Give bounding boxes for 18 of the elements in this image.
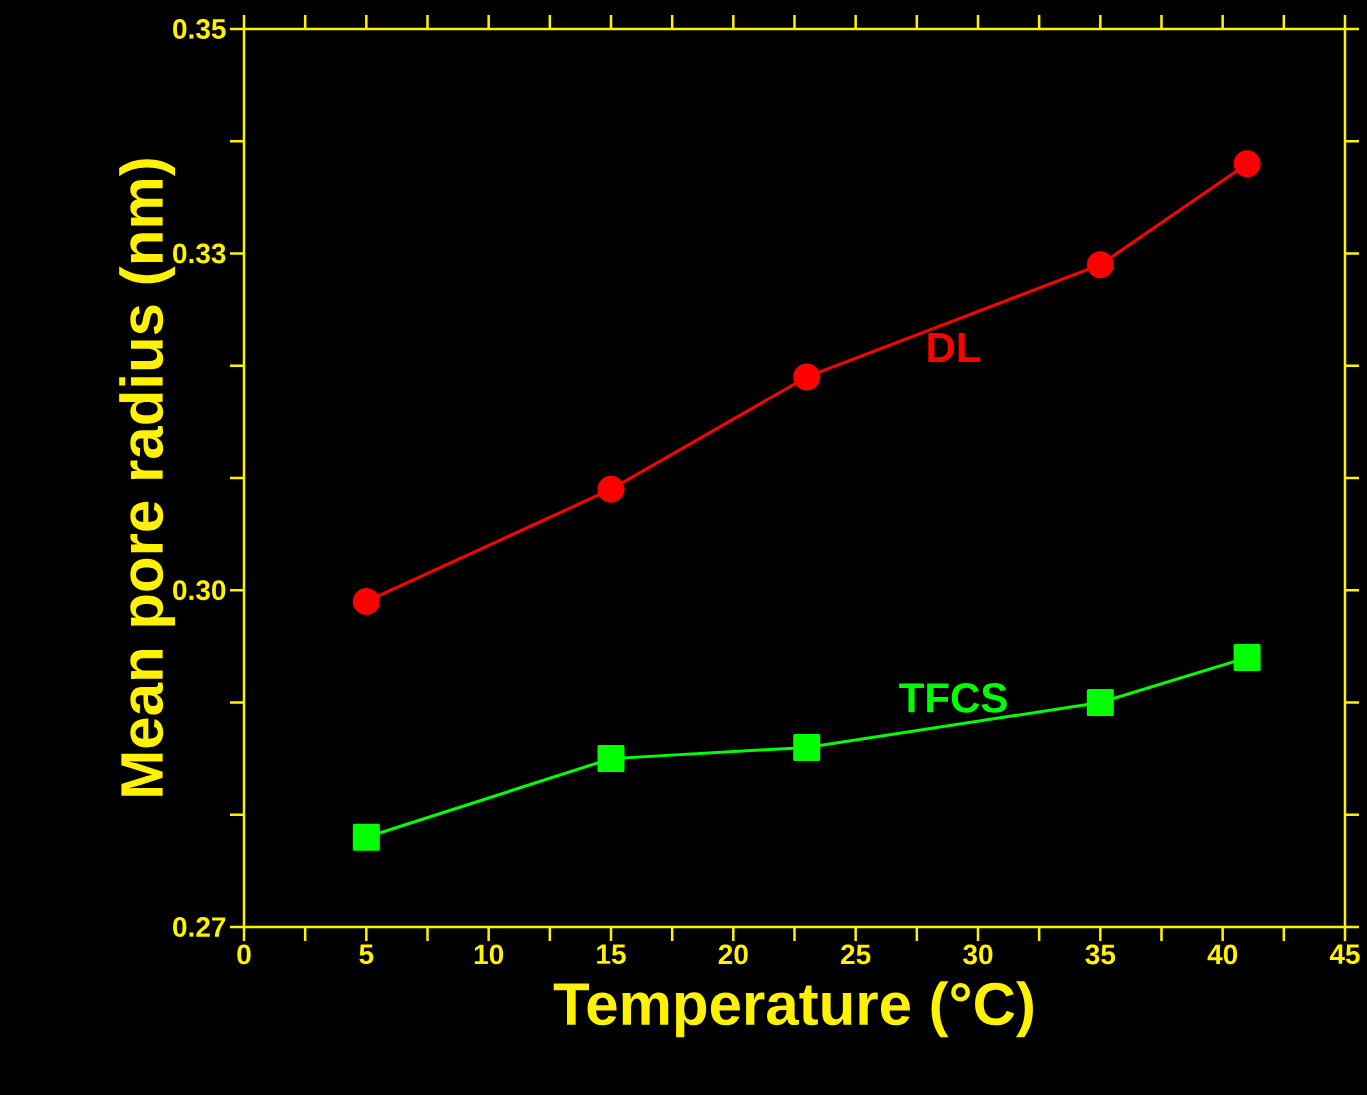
y-tick-label: 0.27: [173, 917, 226, 937]
x-tick-label: 30: [963, 944, 993, 965]
x-tick-label: 45: [1329, 944, 1360, 965]
y-tick-label: 0.35: [173, 19, 226, 39]
x-tick-label: 40: [1207, 944, 1238, 965]
x-tick-label: 25: [841, 944, 871, 965]
x-tick-label: 35: [1085, 944, 1116, 965]
y-tick-label: 0.33: [173, 243, 226, 264]
x-tick-label: 15: [597, 944, 626, 965]
x-axis-title: Temperature (°C): [553, 981, 1033, 1038]
x-tick-label: 0: [237, 944, 251, 965]
y-tick-label: 0.30: [173, 580, 226, 601]
x-tick-label: 10: [474, 944, 504, 965]
series-label: DL: [928, 333, 981, 362]
x-tick-label: 20: [718, 944, 748, 965]
x-tick-label: 5: [359, 944, 374, 965]
series-label: TFCS: [899, 683, 1007, 713]
y-axis-title: Mean pore radius (nm): [119, 159, 176, 796]
